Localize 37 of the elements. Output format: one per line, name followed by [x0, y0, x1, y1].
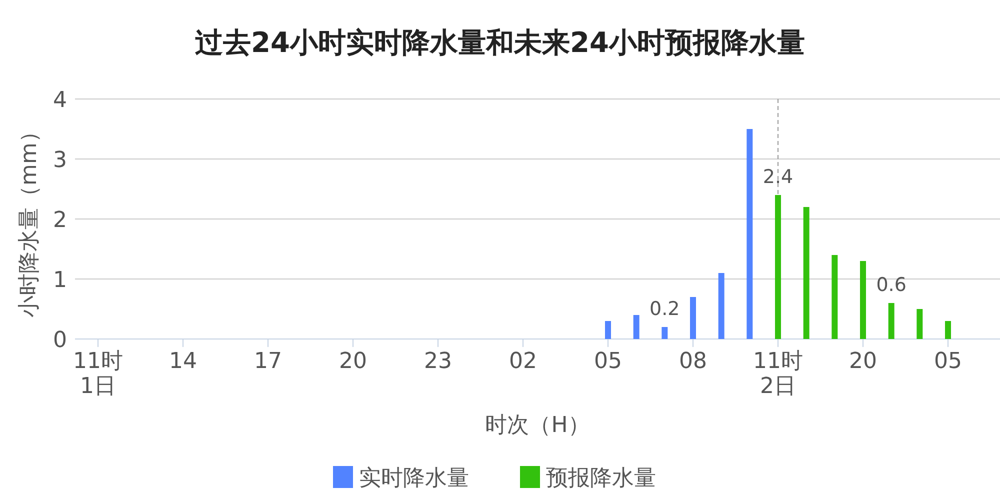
x-tick-label: 17 — [254, 349, 282, 374]
y-tick-label: 0 — [53, 328, 67, 353]
data-label: 2.4 — [762, 166, 794, 188]
bar — [916, 309, 923, 339]
legend-label: 预报降水量 — [546, 466, 656, 491]
bar — [718, 273, 724, 339]
x-tick-label: 05 — [594, 349, 622, 374]
legend-label: 实时降水量 — [359, 466, 469, 491]
x-tick-label: 20 — [339, 349, 367, 374]
data-label: 0.6 — [876, 274, 906, 296]
bar — [803, 207, 810, 339]
x-tick-label: 08 — [679, 349, 707, 374]
bar — [775, 195, 781, 339]
x-tick-label: 11时 1日 — [73, 349, 123, 399]
y-tick-label: 1 — [53, 268, 67, 293]
x-tick-label: 23 — [424, 349, 452, 374]
bar — [860, 261, 866, 339]
y-tick-label: 2 — [53, 208, 67, 233]
bar — [633, 315, 640, 339]
bar — [832, 255, 838, 339]
x-tick-label: 14 — [169, 349, 197, 374]
x-tick-label: 02 — [509, 349, 537, 374]
x-tick-label: 05 — [934, 349, 962, 374]
x-axis-title: 时次（H） — [485, 413, 590, 438]
y-tick-label: 3 — [53, 148, 67, 173]
bar — [605, 321, 611, 339]
x-tick-label: 11时 2日 — [753, 349, 803, 399]
y-axis-title: 小时降水量（mm） — [17, 120, 42, 318]
bar — [690, 297, 696, 339]
bar — [746, 129, 753, 339]
bar — [888, 303, 894, 339]
x-tick-label: 20 — [849, 349, 877, 374]
chart-title: 过去24小时实时降水量和未来24小时预报降水量 — [194, 26, 805, 59]
data-label: 0.2 — [650, 298, 680, 320]
y-tick-label: 4 — [53, 88, 67, 113]
bar — [662, 327, 668, 339]
bar — [945, 321, 951, 339]
